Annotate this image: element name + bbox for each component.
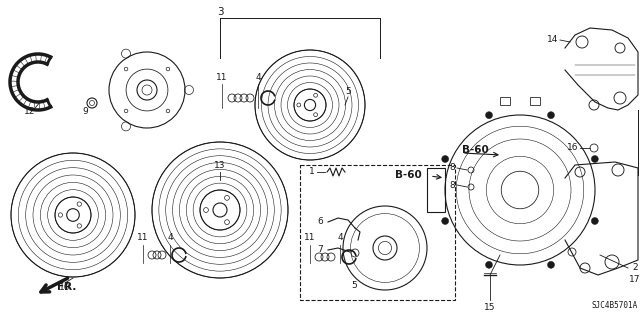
Text: 11: 11 [304,234,316,242]
Text: 15: 15 [484,302,496,311]
Text: 9: 9 [82,108,88,116]
Text: B-60: B-60 [395,170,422,180]
Text: 4: 4 [255,73,261,83]
Text: 7: 7 [317,246,323,255]
Bar [500,97,510,105]
Text: 11: 11 [216,73,228,83]
Circle shape [591,155,598,162]
Text: 5: 5 [351,280,357,290]
Text: 2: 2 [632,263,638,272]
Text: 16: 16 [566,144,578,152]
Text: 6: 6 [317,218,323,226]
Text: 12: 12 [24,107,36,115]
Text: 3: 3 [217,7,223,17]
Text: SJC4B5701A: SJC4B5701A [592,301,638,310]
Text: 5: 5 [345,86,351,95]
Text: 4: 4 [167,234,173,242]
Text: 13: 13 [214,160,226,169]
Text: 11: 11 [137,234,148,242]
Text: 17: 17 [628,275,640,284]
Text: FR.: FR. [57,282,76,292]
Bar [530,97,540,105]
Text: 1: 1 [309,167,315,176]
Text: 14: 14 [547,35,558,44]
Circle shape [547,261,554,268]
Circle shape [486,112,493,119]
Text: 8: 8 [449,181,455,189]
Text: B-60: B-60 [462,145,489,155]
Bar [427,168,445,212]
Circle shape [591,218,598,225]
Text: 10: 10 [60,284,71,293]
Text: 8: 8 [449,164,455,173]
Circle shape [547,112,554,119]
Circle shape [442,155,449,162]
Circle shape [442,218,449,225]
Bar [300,165,455,300]
Circle shape [486,261,493,268]
Text: 4: 4 [337,234,343,242]
